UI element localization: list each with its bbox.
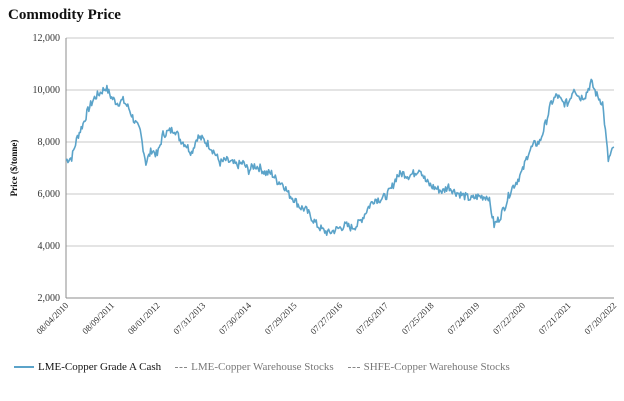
x-tick-label: 07/26/2017 bbox=[354, 300, 390, 336]
grid-layer bbox=[65, 37, 614, 299]
x-tick-label: 08/04/2010 bbox=[34, 300, 70, 336]
y-tick-label: 2,000 bbox=[38, 293, 61, 304]
legend-item-lme-warehouse[interactable]: LME-Copper Warehouse Stocks bbox=[175, 361, 334, 373]
legend-swatch-dashed bbox=[347, 366, 360, 368]
x-tick-label: 07/20/2022 bbox=[582, 300, 618, 336]
line-chart: 2,000 4,000 6,000 8,000 10,000 12,000 08/04/2… bbox=[9, 33, 618, 336]
legend-label: LME-Copper Warehouse Stocks bbox=[191, 361, 334, 373]
y-axis-ticks: 2,000 4,000 6,000 8,000 10,000 12,000 bbox=[33, 33, 61, 304]
y-tick-label: 12,000 bbox=[33, 33, 61, 44]
y-tick-label: 8,000 bbox=[38, 137, 61, 148]
legend-label: LME-Copper Grade A Cash bbox=[38, 361, 162, 373]
legend: LME-Copper Grade A Cash LME-Copper Wareh… bbox=[14, 361, 524, 373]
x-tick-label: 07/30/2014 bbox=[217, 300, 253, 336]
legend-label: SHFE-Copper Warehouse Stocks bbox=[363, 361, 510, 373]
legend-swatch-solid bbox=[14, 366, 34, 368]
legend-swatch-dashed bbox=[175, 366, 188, 368]
chart-title: Commodity Price bbox=[8, 7, 121, 23]
x-tick-label: 08/09/2011 bbox=[80, 300, 116, 336]
x-tick-label: 07/22/2020 bbox=[491, 300, 527, 336]
legend-item-lme-copper-cash[interactable]: LME-Copper Grade A Cash bbox=[14, 361, 161, 373]
x-tick-label: 08/01/2012 bbox=[126, 300, 162, 336]
y-axis-label: Price ($/tonne) bbox=[9, 140, 19, 197]
legend-item-shfe-warehouse[interactable]: SHFE-Copper Warehouse Stocks bbox=[347, 361, 510, 373]
y-tick-label: 4,000 bbox=[38, 241, 61, 252]
x-tick-label: 07/24/2019 bbox=[445, 300, 481, 336]
x-tick-label: 07/21/2021 bbox=[537, 300, 573, 336]
x-tick-label: 07/25/2018 bbox=[400, 300, 436, 336]
y-tick-label: 6,000 bbox=[38, 189, 61, 200]
y-tick-label: 10,000 bbox=[33, 85, 61, 96]
x-tick-label: 07/29/2015 bbox=[263, 300, 299, 336]
x-tick-label: 07/31/2013 bbox=[171, 300, 207, 336]
series-line-lme-copper-cash bbox=[65, 78, 615, 236]
x-tick-label: 07/27/2016 bbox=[308, 300, 344, 336]
x-axis-ticks: 08/04/2010 08/09/2011 08/01/2012 07/31/2013… bbox=[34, 300, 618, 336]
